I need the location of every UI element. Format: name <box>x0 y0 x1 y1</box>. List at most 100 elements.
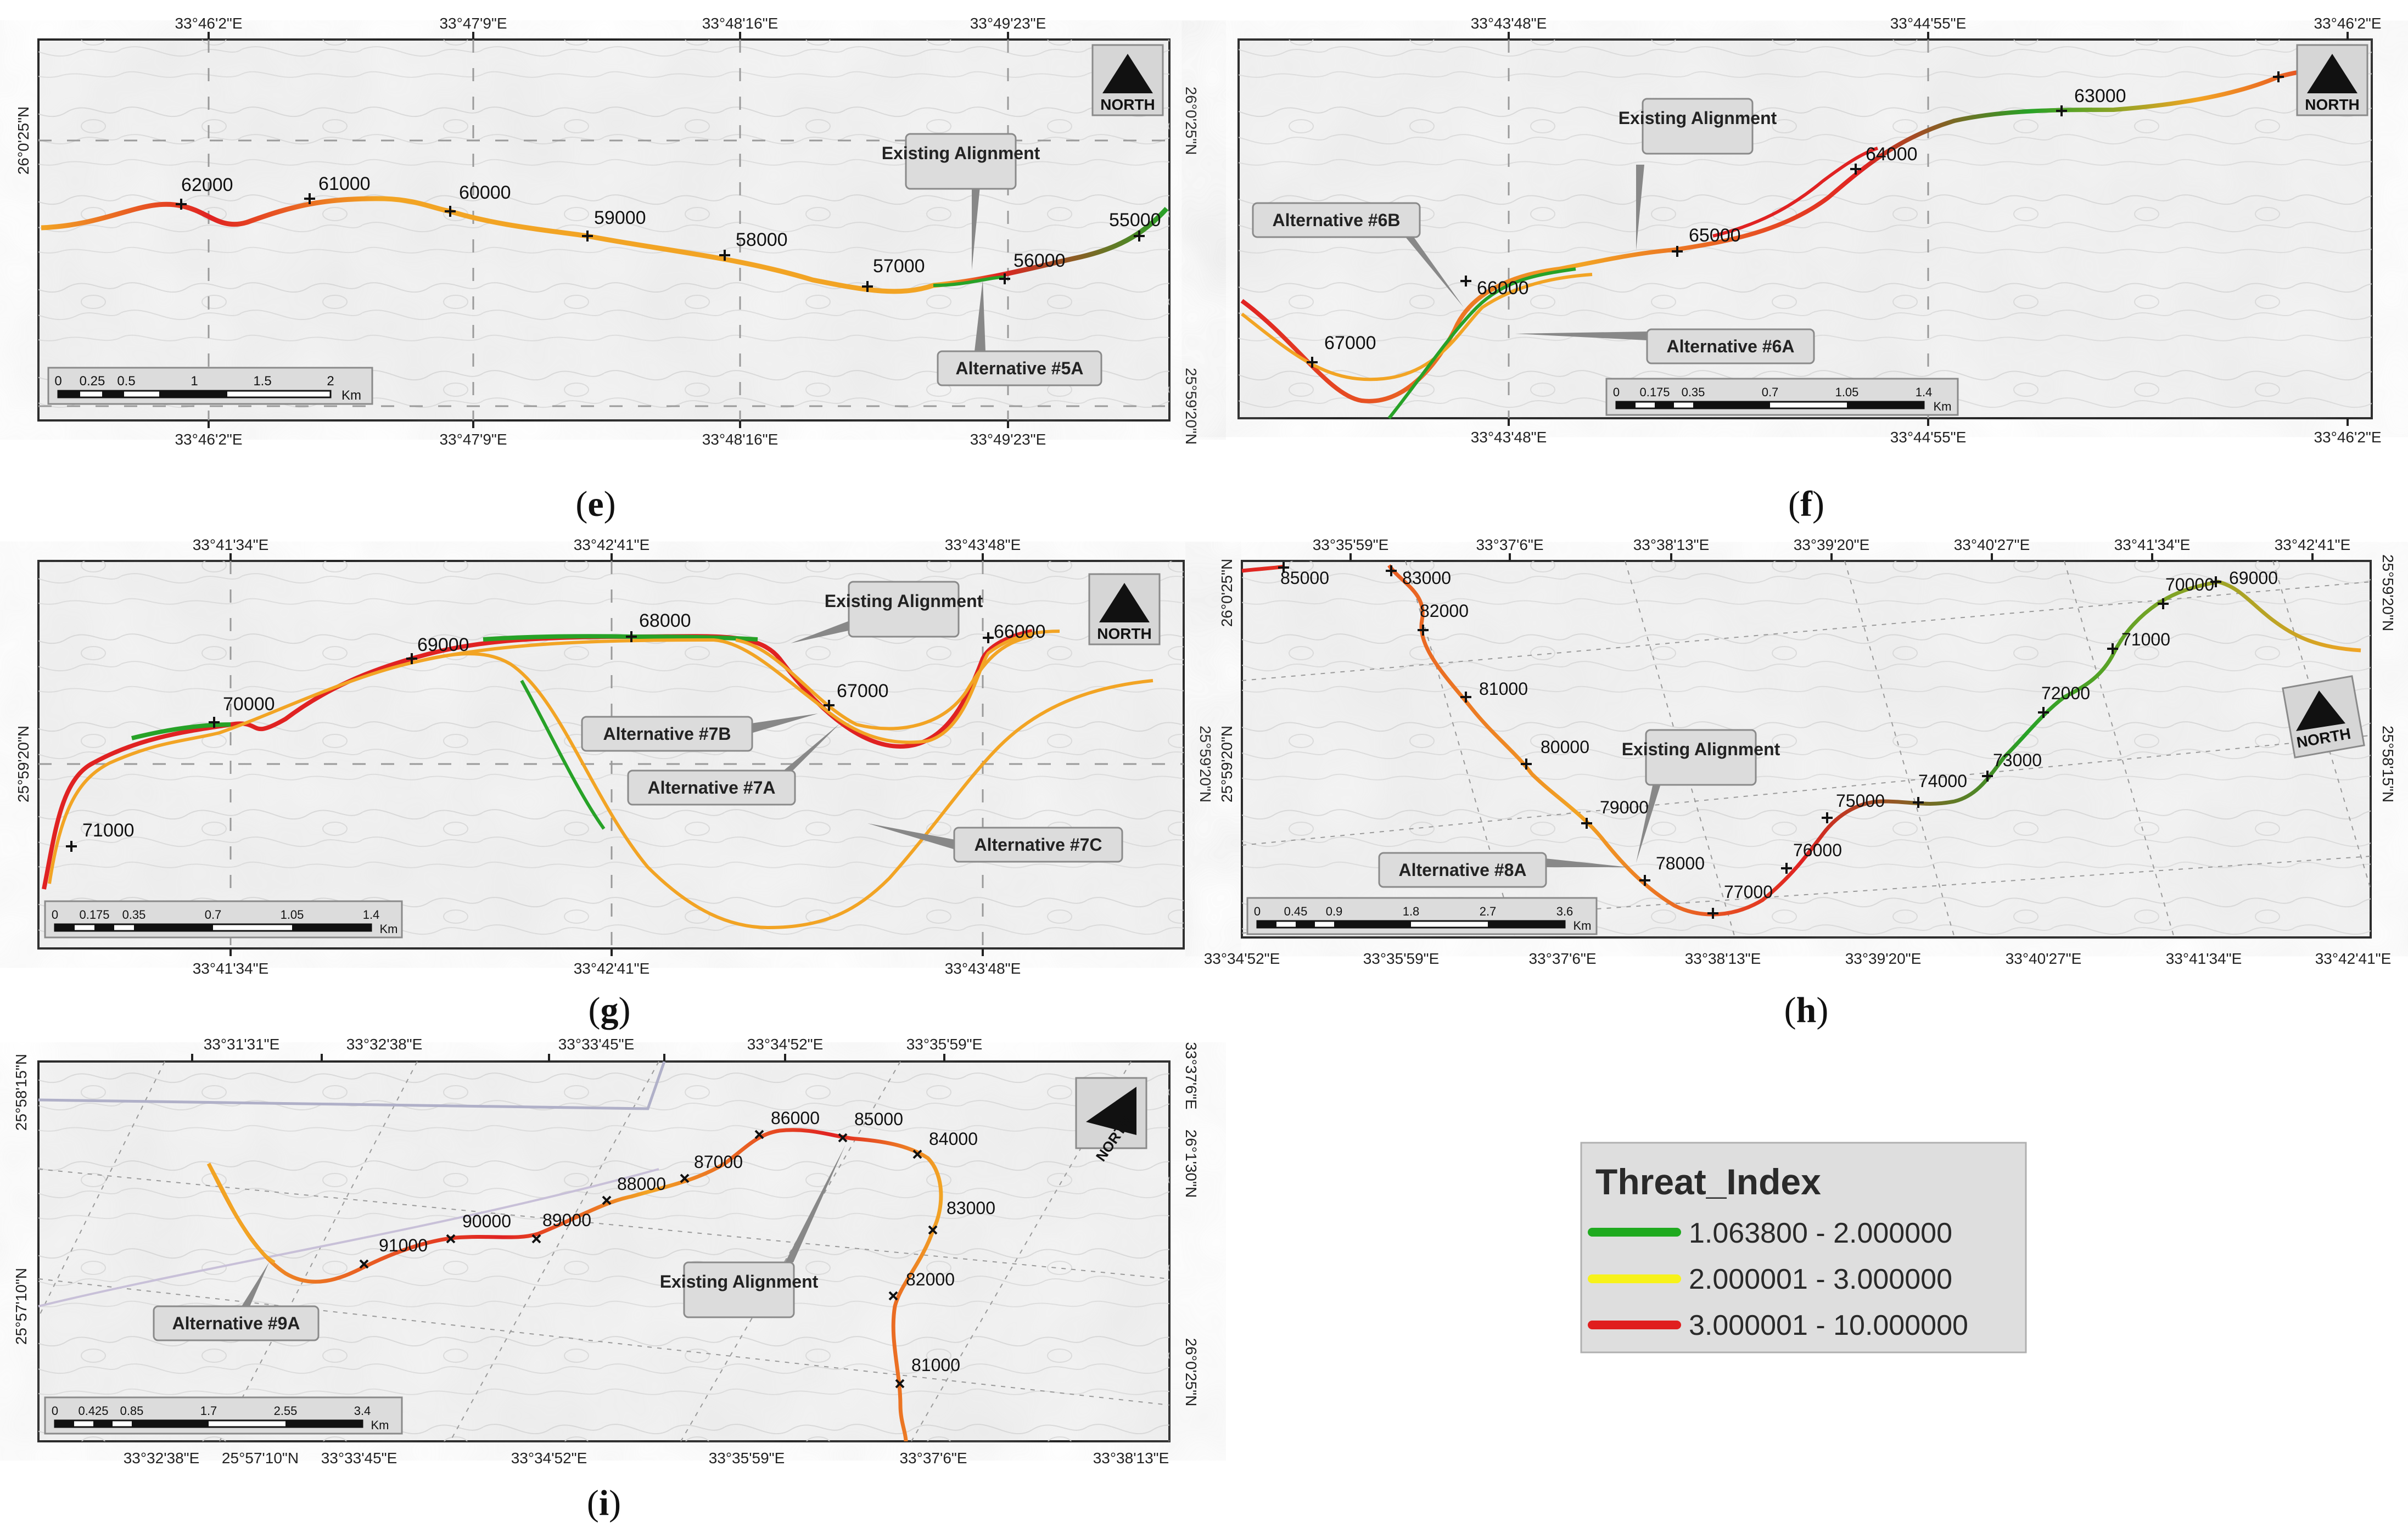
scale-tick: 1 <box>191 374 198 389</box>
callout-alternative-9a: Alternative #9A <box>153 1262 320 1341</box>
existing-alignment-route <box>41 196 1169 294</box>
svg-text:Existing Alignment: Existing Alignment <box>1619 108 1777 128</box>
station-label: 86000 <box>771 1108 820 1128</box>
panel-caption: h <box>1796 990 1817 1030</box>
scale-tick: 1.5 <box>253 374 271 389</box>
lon-label: 33°43'48"E <box>1471 429 1547 446</box>
north-arrow: NORTH <box>1088 573 1161 645</box>
scale-unit: Km <box>1573 919 1592 933</box>
lon-label: 33°35'59"E <box>906 1036 983 1053</box>
lon-label: 33°37'6"E <box>1528 950 1596 967</box>
lon-label: 33°37'6"E <box>1476 536 1543 553</box>
panel-h: 33°35'59"E 33°37'6"E 33°38'13"E 33°39'20… <box>1204 536 2396 1030</box>
station-label: 57000 <box>873 256 925 277</box>
lat-label: 33°37'6"E <box>1183 1042 1200 1109</box>
station-label: 55000 <box>1109 210 1161 231</box>
station-label: 75000 <box>1836 791 1885 811</box>
station-label: 69000 <box>2229 568 2278 588</box>
station-label: 84000 <box>929 1129 978 1149</box>
lon-label: 33°42'41"E <box>2315 950 2392 967</box>
callout-existing-alignment: Existing Alignment <box>791 581 983 643</box>
lon-label: 33°31'31"E <box>204 1036 280 1053</box>
scale-unit: Km <box>341 388 361 403</box>
callout-text: Alternative #9A <box>172 1313 300 1333</box>
scale-unit: Km <box>371 1418 389 1432</box>
legend-title: Threat_Index <box>1595 1161 1821 1202</box>
panel-caption: i <box>599 1483 609 1523</box>
station-label: 74000 <box>1918 771 1967 791</box>
panel-caption: g <box>601 990 619 1030</box>
scale-unit: Km <box>380 922 398 936</box>
lon-label: 33°40'27"E <box>2006 950 2082 967</box>
callout-text: Alternative #7A <box>648 778 776 797</box>
lon-label: 33°43'48"E <box>945 536 1021 553</box>
station-label: 66000 <box>994 621 1046 642</box>
panel-caption: f <box>1800 484 1813 524</box>
lon-label: 33°42'41"E <box>574 536 650 553</box>
callout-text: Alternative #6B <box>1273 210 1401 230</box>
station-label: 61000 <box>318 173 371 194</box>
scale-tick: 0.175 <box>1639 385 1670 399</box>
existing-alignment-route <box>206 1128 943 1442</box>
scale-tick: 2.55 <box>274 1404 298 1418</box>
callout-alternative-6a: Alternative #6A <box>1515 328 1815 364</box>
callout-existing-alignment: Existing Alignment <box>1619 98 1777 250</box>
scale-bar: 0 0.175 0.35 0.7 1.05 1.4 Km <box>1605 378 1959 416</box>
station-label: 85000 <box>1280 568 1329 588</box>
scale-tick: 0 <box>52 1404 58 1418</box>
station-label: 76000 <box>1793 840 1842 860</box>
callout-text: Existing Alignment <box>660 1272 819 1291</box>
callout-alternative-8a: Alternative #8A <box>1378 852 1628 888</box>
station-label: 77000 <box>1724 882 1773 902</box>
scale-tick: 0.5 <box>117 374 135 389</box>
lon-label: 33°32'38"E <box>124 1450 200 1467</box>
callout-text: Existing Alignment <box>1619 108 1777 128</box>
north-label: NORTH <box>1097 625 1152 642</box>
station-label: 82000 <box>1420 601 1469 621</box>
scale-tick: 1.4 <box>363 908 380 922</box>
panel-e: 33°46'2"E 33°47'9"E 33°48'16"E 33°49'23"… <box>15 15 1200 524</box>
lon-label: 33°35'59"E <box>709 1450 785 1467</box>
svg-text:Existing Alignment: Existing Alignment <box>825 591 983 611</box>
station-label: 60000 <box>459 182 511 203</box>
scale-tick: 0.175 <box>79 908 109 922</box>
north-label: NORTH <box>2305 96 2360 113</box>
lon-label: 33°43'48"E <box>1471 15 1547 32</box>
callout-alternative-7a: Alternative #7A <box>627 723 840 806</box>
callout-alternative-6b: Alternative #6B <box>1252 202 1464 307</box>
station-label: 70000 <box>2165 575 2214 594</box>
callout-existing-alignment: Existing Alignment <box>660 1145 845 1318</box>
lon-label: 33°41'34"E <box>193 536 269 553</box>
lat-label: 25°59'20"N <box>2379 554 2396 631</box>
lon-label: 33°41'34"E <box>193 960 269 977</box>
station-label: 64000 <box>1866 144 1918 165</box>
station-label: 91000 <box>379 1235 428 1255</box>
lon-label: 33°34'52"E <box>511 1450 587 1467</box>
station-label: 67000 <box>1324 333 1376 353</box>
scale-tick: 1.05 <box>281 908 304 922</box>
station-label: 58000 <box>736 229 788 250</box>
north-arrow: NORTH <box>2282 675 2365 759</box>
lon-label: 33°49'23"E <box>970 431 1046 448</box>
station-label: 56000 <box>1013 250 1066 271</box>
lat-label: 26°0'25"N <box>1218 559 1235 627</box>
lon-label: 33°33'45"E <box>321 1450 397 1467</box>
callout-text: Existing Alignment <box>825 591 983 611</box>
lat-label: 26°1'30"N <box>1183 1130 1200 1198</box>
callout-alternative-7c: Alternative #7C <box>867 823 1123 863</box>
lon-label: 25°57'10"N <box>222 1450 299 1467</box>
scale-bar: 0 0.25 0.5 1 1.5 2 Km <box>47 367 373 405</box>
callout-text: Alternative #6A <box>1667 336 1795 356</box>
lon-label: 33°46'2"E <box>175 431 242 448</box>
existing-alignment-route <box>42 629 1033 890</box>
station-label: 71000 <box>82 820 135 841</box>
threat-index-legend: Threat_Index 1.063800 - 2.000000 2.00000… <box>1580 1142 2027 1353</box>
station-label: 79000 <box>1600 797 1649 817</box>
north-arrow-icon <box>2307 54 2357 93</box>
lat-label: 26°0'25"N <box>1183 87 1200 155</box>
callout-text: Existing Alignment <box>882 143 1040 163</box>
station-label: 63000 <box>2074 86 2126 106</box>
lon-label: 33°38'13"E <box>1093 1450 1169 1467</box>
lon-label: 33°35'59"E <box>1363 950 1440 967</box>
